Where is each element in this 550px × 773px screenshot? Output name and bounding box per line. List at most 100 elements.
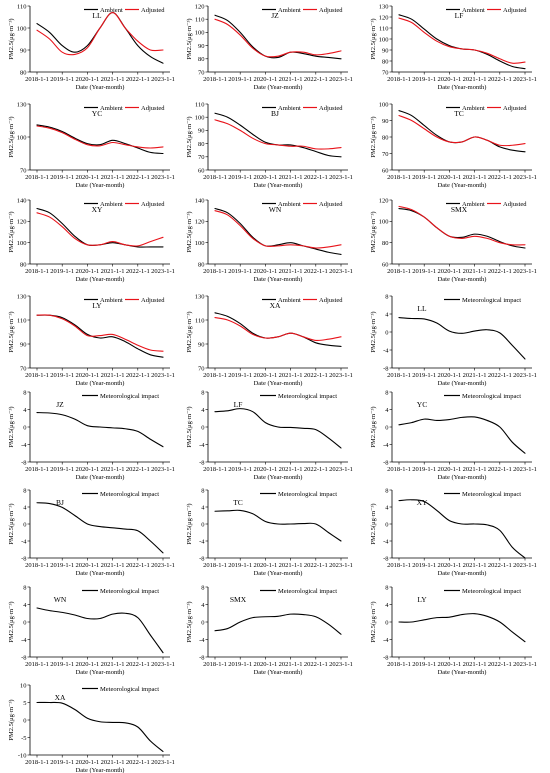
y-tick-label: -4 xyxy=(199,538,205,545)
x-tick-label: 2018-1-1 xyxy=(387,661,411,668)
x-tick-label: 2021-1-1 xyxy=(101,466,125,473)
x-tick-label: 2020-1-1 xyxy=(437,76,461,83)
x-axis-label: Date (Year-month) xyxy=(438,84,487,91)
x-tick-label: 2023-1-1 xyxy=(151,174,175,181)
y-axis-label: PM2.5(μg·m⁻³) xyxy=(8,601,15,642)
x-tick-label: 2020-1-1 xyxy=(437,661,461,668)
y-tick-label: 90 xyxy=(20,47,27,54)
x-axis-label: Date (Year-month) xyxy=(76,767,125,773)
chart-panel-tc: 60 70 80 90 100 2018-1-1 2019-1-1 2020-1-1 2021-… xyxy=(370,101,537,189)
chart-panel-ly: 70 90 110 130 2018-1-1 2019-1-1 2020-1-1 2021-1… xyxy=(8,293,175,387)
legend-label-met: Meteorological impact xyxy=(462,393,521,400)
series-line-met xyxy=(36,607,164,654)
legend-label-met: Meteorological impact xyxy=(278,393,337,400)
x-tick-label: 2019-1-1 xyxy=(50,759,74,766)
x-tick-label: 2021-1-1 xyxy=(279,76,303,83)
x-tick-label: 2023-1-1 xyxy=(513,562,537,569)
y-tick-label: -4 xyxy=(199,442,205,449)
x-tick-label: 2022-1-1 xyxy=(304,466,328,473)
y-tick-label: 80 xyxy=(198,56,205,63)
series-line-ambient xyxy=(398,14,526,70)
series-line-adjusted xyxy=(36,12,164,56)
x-tick-label: 2021-1-1 xyxy=(463,76,487,83)
legend-label-adjusted: Adjusted xyxy=(503,201,527,208)
legend-label-met: Meteorological impact xyxy=(462,297,521,304)
series-line-ambient xyxy=(214,14,342,60)
y-tick-label: 0 xyxy=(385,329,388,336)
y-tick-label: 80 xyxy=(198,261,205,268)
y-tick-label: 120 xyxy=(379,197,389,204)
y-axis-label: PM2.5(μg·m⁻³) xyxy=(8,503,15,544)
y-tick-label: 80 xyxy=(382,134,389,141)
y-tick-label: -8 xyxy=(199,459,204,466)
panel-title: XA xyxy=(270,301,281,310)
y-tick-label: 120 xyxy=(195,3,205,10)
y-tick-label: 8 xyxy=(23,487,26,494)
x-tick-label: 2021-1-1 xyxy=(101,562,125,569)
series-line-met xyxy=(398,499,526,559)
panel-title: JZ xyxy=(271,11,279,20)
legend-label-adjusted: Adjusted xyxy=(319,201,343,208)
x-axis-label: Date (Year-month) xyxy=(76,84,125,91)
x-tick-label: 2018-1-1 xyxy=(203,372,227,379)
x-tick-label: 2018-1-1 xyxy=(387,76,411,83)
panel-title: XY xyxy=(417,498,428,507)
y-tick-label: 100 xyxy=(379,219,389,226)
x-tick-label: 2023-1-1 xyxy=(329,661,353,668)
y-tick-label: 4 xyxy=(23,504,27,511)
x-tick-label: 2018-1-1 xyxy=(25,661,49,668)
x-tick-label: 2018-1-1 xyxy=(387,466,411,473)
x-axis-label: Date (Year-month) xyxy=(76,380,125,387)
legend-label-ambient: Ambient xyxy=(462,7,485,14)
x-tick-label: 2023-1-1 xyxy=(329,268,353,275)
legend-label-ambient: Ambient xyxy=(100,201,123,208)
y-tick-label: 0 xyxy=(201,619,204,626)
y-tick-label: -4 xyxy=(21,637,27,644)
legend-label-adjusted: Adjusted xyxy=(141,105,165,112)
x-tick-label: 2018-1-1 xyxy=(203,466,227,473)
x-tick-label: 2023-1-1 xyxy=(513,268,537,275)
chart-panel-lf: 70 80 90 100 110 120 130 2018-1-1 2019-1-1 2020-1… xyxy=(370,3,537,91)
y-tick-label: 8 xyxy=(385,584,388,591)
x-tick-label: 2019-1-1 xyxy=(50,466,74,473)
x-tick-label: 2019-1-1 xyxy=(412,562,436,569)
x-tick-label: 2018-1-1 xyxy=(25,759,49,766)
x-axis-label: Date (Year-month) xyxy=(76,474,125,481)
x-tick-label: 2020-1-1 xyxy=(253,466,277,473)
y-tick-label: 80 xyxy=(382,240,389,247)
x-axis-label: Date (Year-month) xyxy=(76,276,125,283)
panel-title: XA xyxy=(55,693,66,702)
y-tick-label: 4 xyxy=(201,602,205,609)
panel-title: BJ xyxy=(56,498,64,507)
series-line-ambient xyxy=(36,124,164,155)
chart-panel-wn: 80 100 120 140 2018-1-1 2019-1-1 2020-1-1 2021-… xyxy=(186,197,353,283)
x-tick-label: 2018-1-1 xyxy=(25,372,49,379)
x-tick-label: 2019-1-1 xyxy=(50,76,74,83)
x-tick-label: 2021-1-1 xyxy=(463,372,487,379)
x-tick-label: 2021-1-1 xyxy=(463,174,487,181)
x-tick-label: 2023-1-1 xyxy=(513,372,537,379)
x-tick-label: 2022-1-1 xyxy=(126,268,150,275)
y-tick-label: 4 xyxy=(385,311,389,318)
y-tick-label: 10 xyxy=(20,682,27,689)
x-tick-label: 2023-1-1 xyxy=(513,174,537,181)
chart-panel-xy: 80 100 120 140 2018-1-1 2019-1-1 2020-1-1 2021-… xyxy=(8,197,175,283)
panel-title: SMX xyxy=(230,595,247,604)
x-tick-label: 2021-1-1 xyxy=(101,174,125,181)
x-tick-label: 2018-1-1 xyxy=(25,174,49,181)
x-tick-label: 2021-1-1 xyxy=(101,76,125,83)
series-line-met xyxy=(398,613,526,643)
y-tick-label: 8 xyxy=(385,487,388,494)
x-tick-label: 2019-1-1 xyxy=(228,466,252,473)
x-tick-label: 2022-1-1 xyxy=(304,268,328,275)
x-tick-label: 2021-1-1 xyxy=(463,268,487,275)
x-tick-label: 2023-1-1 xyxy=(513,76,537,83)
panel-title: YC xyxy=(92,109,102,118)
series-line-adjusted xyxy=(214,210,342,249)
